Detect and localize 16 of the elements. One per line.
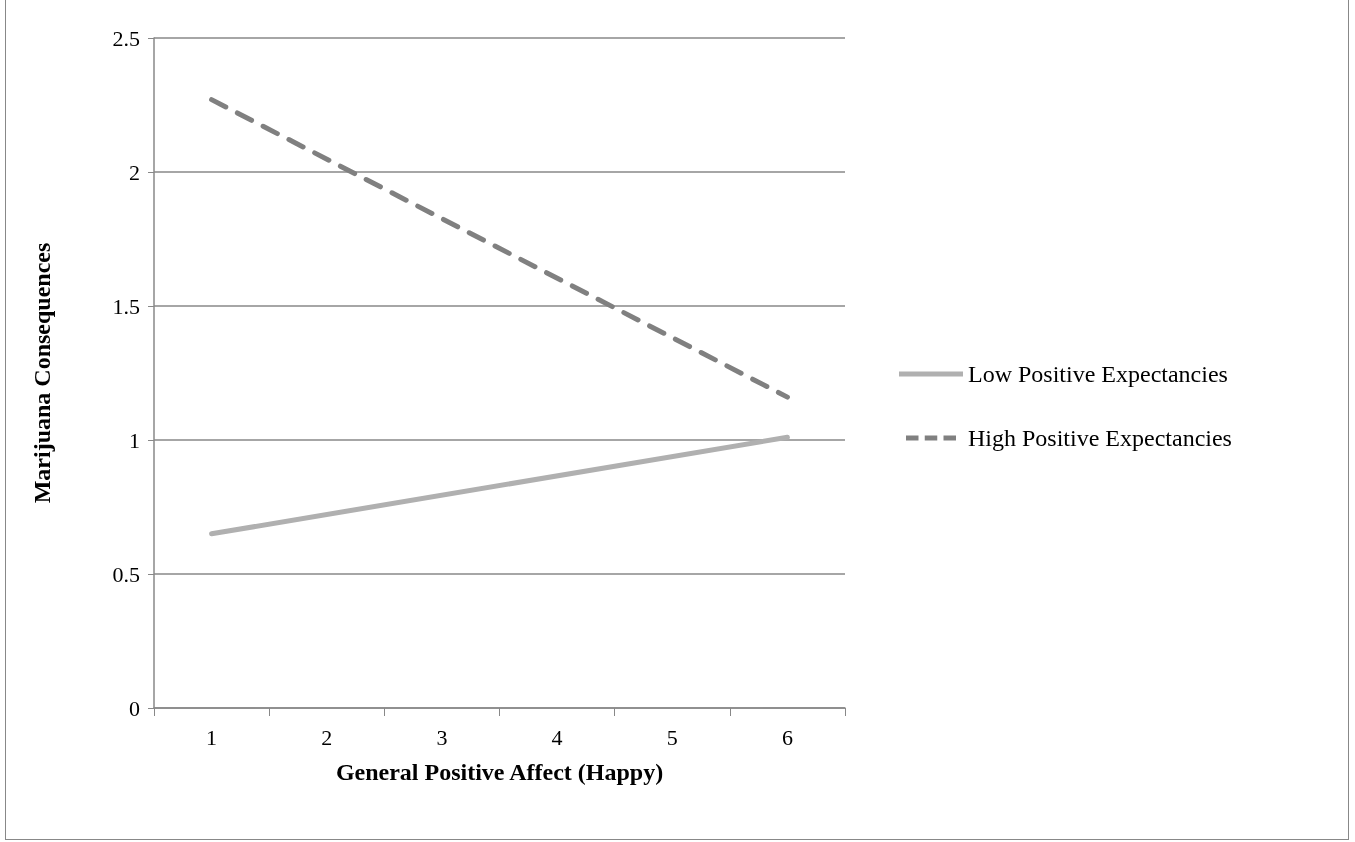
y-tick-label: 1	[129, 427, 140, 453]
y-tick-label: 0.5	[112, 561, 140, 587]
x-tick-label: 6	[781, 724, 793, 750]
x-tick-label: 2	[321, 724, 333, 750]
x-tick-label: 1	[206, 724, 218, 750]
x-tick-label: 4	[551, 724, 563, 750]
y-tick-label: 0	[129, 695, 140, 721]
legend-label: Low Positive Expectancies	[968, 361, 1228, 387]
legend-label: High Positive Expectancies	[968, 425, 1232, 451]
y-tick-label: 2	[129, 159, 140, 185]
y-tick-label: 1.5	[112, 293, 140, 319]
y-tick-label: 2.5	[112, 25, 140, 51]
y-axis-title: Marijuana Consequences	[29, 242, 55, 504]
x-tick-label: 3	[436, 724, 448, 750]
x-axis-title: General Positive Affect (Happy)	[335, 759, 664, 785]
x-tick-label: 5	[666, 724, 678, 750]
